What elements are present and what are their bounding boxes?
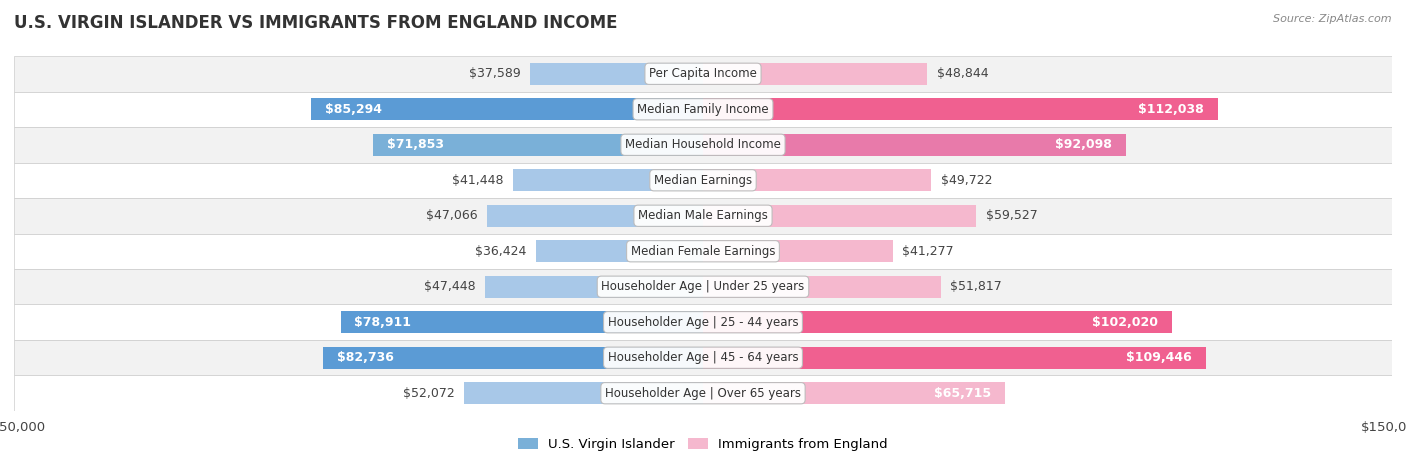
Text: $48,844: $48,844 — [936, 67, 988, 80]
Text: $71,853: $71,853 — [387, 138, 444, 151]
Bar — [340, 311, 703, 333]
Text: Median Male Earnings: Median Male Earnings — [638, 209, 768, 222]
Bar — [14, 304, 1392, 340]
Bar — [703, 205, 976, 227]
Bar — [14, 375, 1392, 411]
Text: $85,294: $85,294 — [325, 103, 382, 116]
Text: $47,448: $47,448 — [425, 280, 475, 293]
Bar — [536, 240, 703, 262]
Text: $37,589: $37,589 — [470, 67, 522, 80]
Text: Median Female Earnings: Median Female Earnings — [631, 245, 775, 258]
Bar — [703, 347, 1206, 369]
Bar — [703, 169, 931, 191]
Bar — [703, 311, 1171, 333]
Text: Median Household Income: Median Household Income — [626, 138, 780, 151]
Text: Source: ZipAtlas.com: Source: ZipAtlas.com — [1274, 14, 1392, 24]
Text: $78,911: $78,911 — [354, 316, 412, 329]
Bar — [703, 134, 1126, 156]
Text: $41,448: $41,448 — [451, 174, 503, 187]
Text: $49,722: $49,722 — [941, 174, 993, 187]
Text: $41,277: $41,277 — [901, 245, 953, 258]
Bar — [14, 269, 1392, 304]
Bar — [486, 205, 703, 227]
Text: Median Family Income: Median Family Income — [637, 103, 769, 116]
Bar — [323, 347, 703, 369]
Bar — [14, 163, 1392, 198]
Bar — [14, 234, 1392, 269]
Bar — [311, 98, 703, 120]
Text: $112,038: $112,038 — [1137, 103, 1204, 116]
Bar — [703, 240, 893, 262]
Text: Householder Age | 25 - 44 years: Householder Age | 25 - 44 years — [607, 316, 799, 329]
Bar — [373, 134, 703, 156]
Text: Per Capita Income: Per Capita Income — [650, 67, 756, 80]
Text: $109,446: $109,446 — [1126, 351, 1192, 364]
Text: Median Earnings: Median Earnings — [654, 174, 752, 187]
Bar — [14, 56, 1392, 92]
Text: $52,072: $52,072 — [404, 387, 454, 400]
Text: $59,527: $59,527 — [986, 209, 1038, 222]
Text: $47,066: $47,066 — [426, 209, 478, 222]
Bar — [703, 98, 1218, 120]
Bar — [14, 198, 1392, 234]
Legend: U.S. Virgin Islander, Immigrants from England: U.S. Virgin Islander, Immigrants from En… — [512, 431, 894, 458]
Text: U.S. VIRGIN ISLANDER VS IMMIGRANTS FROM ENGLAND INCOME: U.S. VIRGIN ISLANDER VS IMMIGRANTS FROM … — [14, 14, 617, 32]
Text: Householder Age | Over 65 years: Householder Age | Over 65 years — [605, 387, 801, 400]
Bar — [703, 63, 928, 85]
Text: $92,098: $92,098 — [1056, 138, 1112, 151]
Bar — [14, 92, 1392, 127]
Bar — [530, 63, 703, 85]
Text: Householder Age | 45 - 64 years: Householder Age | 45 - 64 years — [607, 351, 799, 364]
Text: $82,736: $82,736 — [337, 351, 394, 364]
Bar — [513, 169, 703, 191]
Bar — [14, 340, 1392, 375]
Text: $51,817: $51,817 — [950, 280, 1002, 293]
Bar — [14, 127, 1392, 163]
Text: $102,020: $102,020 — [1092, 316, 1157, 329]
Text: Householder Age | Under 25 years: Householder Age | Under 25 years — [602, 280, 804, 293]
Text: $65,715: $65,715 — [934, 387, 991, 400]
Bar — [703, 276, 941, 298]
Bar — [703, 382, 1005, 404]
Bar — [485, 276, 703, 298]
Text: $36,424: $36,424 — [475, 245, 526, 258]
Bar — [464, 382, 703, 404]
